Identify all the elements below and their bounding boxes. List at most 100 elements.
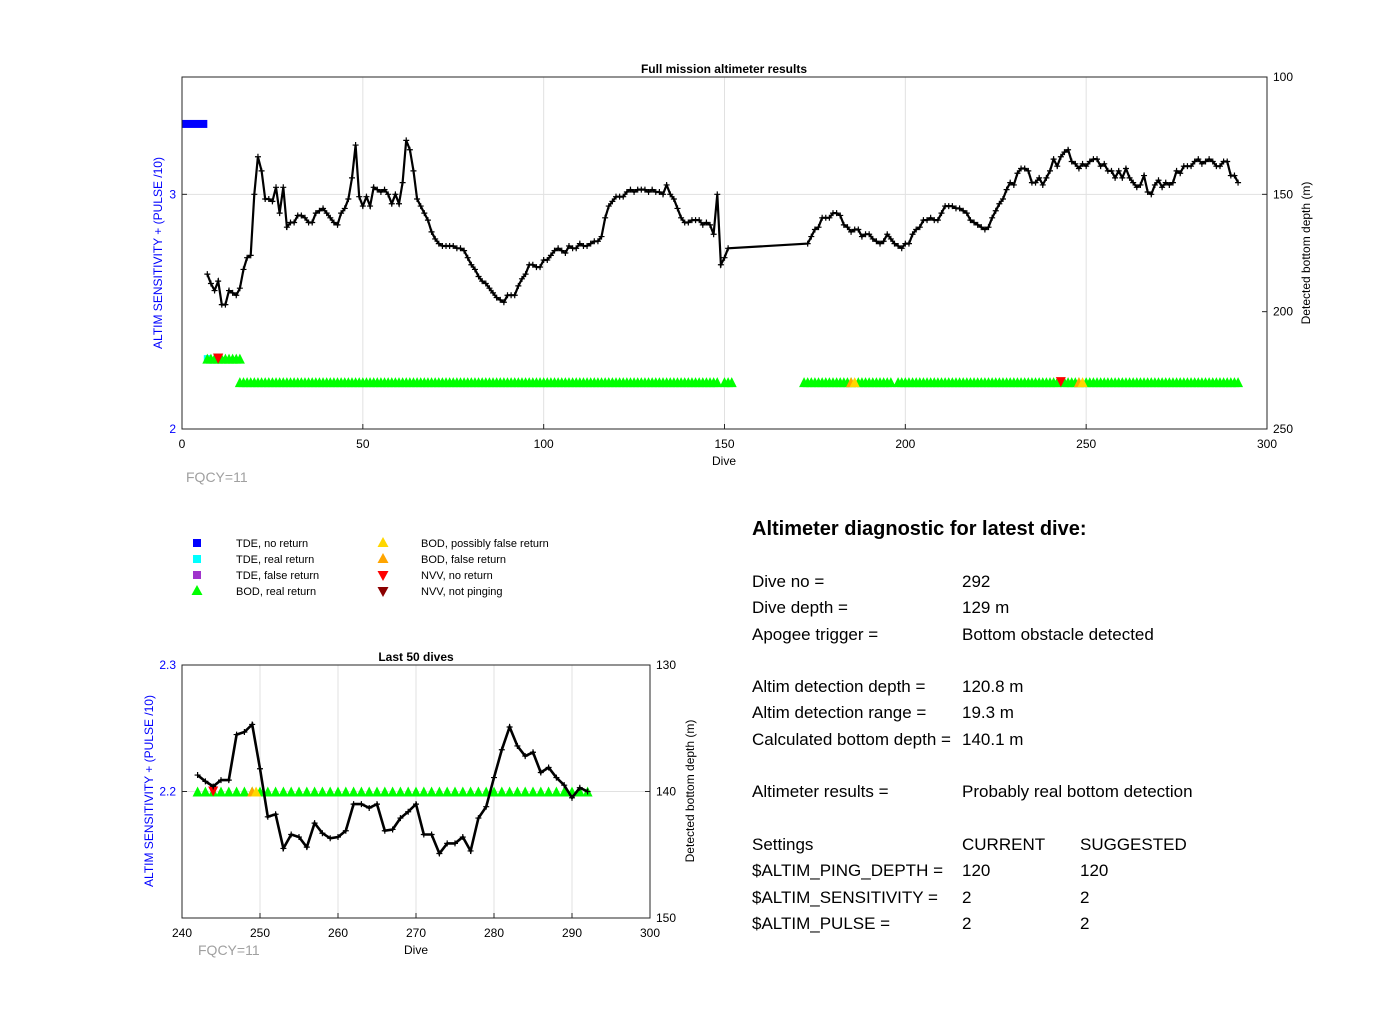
bod-real-return-mark: [231, 786, 242, 797]
bottom-chart-ticks: 240 250 260 270 280 290 300 2.2 2.3 130 140 150: [159, 658, 676, 940]
dive-depth-row: Dive depth = 129 m: [752, 595, 1193, 621]
depth-point: [338, 210, 345, 217]
depth-point: [678, 214, 685, 221]
depth-point: [491, 774, 497, 781]
pulse-current: 2: [962, 913, 972, 933]
bod-real-return-mark: [216, 786, 226, 797]
depth-point: [555, 245, 562, 252]
depth-point: [674, 205, 681, 212]
depth-point: [1155, 177, 1162, 184]
bod-possibly-false-mark: [1077, 377, 1088, 388]
depth-point: [381, 827, 388, 834]
bottom-chart-fqcy: FQCY=11: [198, 942, 260, 958]
legend-bod-false-icon: [377, 553, 389, 563]
nvv-no-return-mark: [213, 353, 224, 364]
depth-point: [811, 226, 818, 233]
depth-point: [1007, 179, 1014, 186]
depth-point: [1079, 160, 1086, 167]
depth-point: [359, 203, 366, 210]
depth-point: [927, 214, 934, 221]
depth-point: [909, 231, 916, 238]
top-chart-xlabel: Dive: [712, 454, 736, 468]
depth-point: [627, 186, 634, 193]
x-tick-label: 200: [895, 437, 915, 451]
depth-point: [1188, 163, 1195, 170]
depth-point: [978, 224, 985, 231]
depth-point: [335, 834, 341, 841]
depth-point: [1097, 163, 1104, 170]
x-tick-label: 250: [250, 926, 270, 940]
depth-point: [1050, 156, 1057, 163]
bod-real-return-mark: [333, 786, 343, 797]
depth-point: [1137, 181, 1144, 188]
depth-line: [206, 139, 1240, 306]
depth-point: [869, 235, 876, 242]
depth-point: [428, 228, 435, 235]
depth-point: [276, 210, 283, 217]
depth-point: [414, 196, 421, 203]
depth-point: [934, 217, 941, 224]
depth-point: [251, 191, 258, 198]
depth-point: [341, 205, 348, 212]
calculated-depth-row: Calculated bottom depth = 140.1 m: [752, 727, 1193, 753]
depth-point: [464, 254, 471, 261]
depth-point: [381, 186, 388, 193]
depth-point: [316, 207, 323, 214]
legend: TDE, no return TDE, real return TDE, fal…: [191, 537, 549, 598]
sensitivity-suggested: 2: [1080, 887, 1090, 907]
depth-point: [1112, 174, 1119, 181]
depth-point: [273, 184, 280, 191]
depth-point: [844, 224, 851, 231]
depth-point: [432, 235, 439, 242]
depth-point: [258, 167, 265, 174]
depth-point: [471, 266, 478, 273]
depth-point: [236, 285, 243, 292]
legend-bod-possibly-false-icon: [377, 537, 389, 547]
depth-point: [518, 275, 525, 282]
bod-real-return-mark: [192, 786, 203, 797]
depth-point: [348, 174, 355, 181]
depth-point: [837, 212, 844, 219]
y-left-tick-label: 2.2: [159, 785, 176, 799]
bod-real-return-mark: [442, 786, 453, 797]
depth-point: [403, 137, 410, 144]
depth-point: [963, 210, 970, 217]
depth-point: [1133, 184, 1140, 191]
depth-point: [498, 746, 505, 753]
depth-point: [1151, 181, 1158, 188]
depth-point: [1206, 156, 1213, 163]
depth-point: [1043, 174, 1050, 181]
bod-real-return-mark: [286, 786, 297, 797]
depth-point: [1094, 156, 1101, 163]
legend-tde-false-return-icon: [193, 571, 201, 579]
bod-real-return-mark: [387, 786, 398, 797]
depth-point: [1202, 158, 1209, 165]
depth-point: [452, 840, 458, 847]
depth-point: [584, 242, 591, 249]
depth-point: [631, 188, 638, 195]
depth-point: [366, 804, 373, 811]
depth-point: [327, 835, 334, 842]
depth-point: [663, 181, 670, 188]
depth-point: [363, 193, 370, 200]
y-left-tick-label: 3: [169, 187, 176, 201]
depth-point: [334, 221, 341, 228]
depth-point: [264, 813, 271, 820]
bottom-chart-xlabel: Dive: [404, 943, 428, 957]
depth-point: [1072, 160, 1079, 167]
depth-point: [1075, 165, 1082, 172]
bod-real-return-mark: [726, 377, 737, 388]
depth-point: [999, 196, 1006, 203]
depth-point: [602, 214, 609, 221]
bod-possibly-false-mark: [849, 377, 860, 388]
sensitivity-current: 2: [962, 887, 972, 907]
depth-point: [887, 235, 894, 242]
depth-point: [420, 831, 427, 838]
depth-point: [1159, 184, 1166, 191]
depth-point: [1014, 170, 1021, 177]
depth-point: [992, 207, 999, 214]
bottom-chart-marks: [192, 721, 593, 857]
depth-point: [475, 815, 482, 822]
depth-point: [493, 294, 500, 301]
depth-point: [241, 729, 248, 736]
